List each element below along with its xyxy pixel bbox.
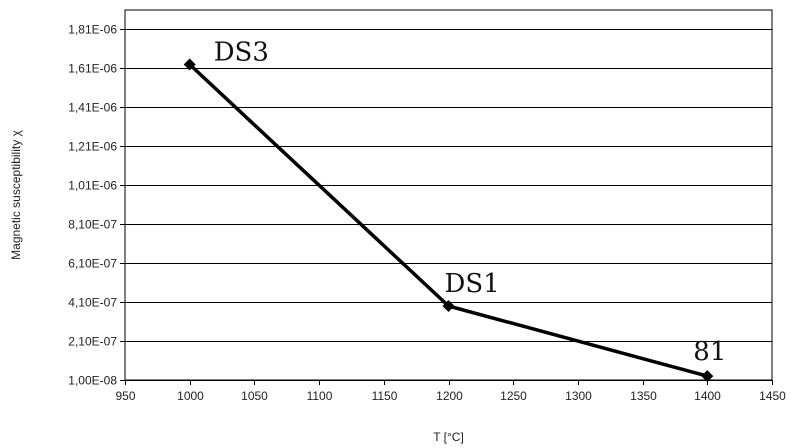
data-point-label: 81 <box>693 337 726 367</box>
y-tick-label: 1,81E-06 <box>68 23 117 37</box>
x-tick-label: 1100 <box>307 389 333 403</box>
data-point-label: DS1 <box>445 269 500 299</box>
y-axis-title: Magnetic susceptibility χ <box>9 129 23 259</box>
x-tick-label: 1400 <box>694 389 721 403</box>
series-line <box>188 63 708 378</box>
data-point-label: DS3 <box>214 38 269 68</box>
x-tick-label: 1200 <box>436 389 463 403</box>
x-tick-label: 1250 <box>500 389 527 403</box>
x-tick-label: 950 <box>115 389 135 403</box>
x-tick-label: 1000 <box>177 389 204 403</box>
y-tick-label: 1,01E-06 <box>68 179 117 193</box>
y-tick-label: 1,61E-06 <box>68 62 117 76</box>
x-tick-label: 1050 <box>241 389 268 403</box>
series-layer: DS3 DS1 81 <box>183 38 726 383</box>
x-tick-label: 1300 <box>565 389 592 403</box>
y-tick-label: 1,00E-08 <box>68 374 117 388</box>
y-tick-label: 4,10E-07 <box>68 296 117 310</box>
gridlines <box>120 29 773 385</box>
x-tick-label: 1450 <box>759 389 786 403</box>
y-tick-label: 1,21E-06 <box>68 140 117 154</box>
x-axis-title: T [°C] <box>433 430 464 444</box>
y-tick-label: 6,10E-07 <box>68 257 117 271</box>
y-axis-tick-labels: 1,00E-08 2,10E-07 4,10E-07 6,10E-07 8,10E-07… <box>68 23 117 388</box>
plot-area-frame <box>124 9 773 381</box>
data-point-marker <box>442 300 455 312</box>
x-tick-label: 1150 <box>372 389 398 403</box>
x-axis-tick-labels: 950 1000 1050 1100 1150 1200 1250 1300 1350 1400 1… <box>115 389 786 403</box>
data-point-marker <box>183 58 196 71</box>
data-point-marker <box>701 370 714 383</box>
y-tick-label: 8,10E-07 <box>68 218 117 232</box>
y-tick-label: 1,41E-06 <box>68 101 117 115</box>
x-tick-label: 1350 <box>630 389 657 403</box>
y-tick-label: 2,10E-07 <box>68 335 117 349</box>
